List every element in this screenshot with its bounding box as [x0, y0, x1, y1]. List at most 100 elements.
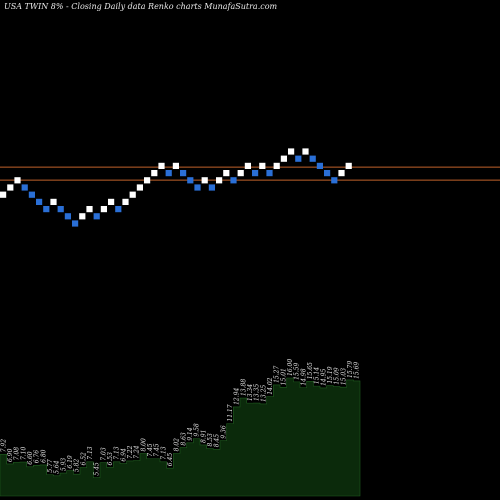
volume-area: 7.926.90 7.08 7.10 6.60 6.76 6.805.77 5.64 5.93…	[0, 359, 361, 497]
renko-brick-up	[50, 198, 57, 205]
renko-brick-up	[244, 162, 251, 169]
renko-brick-up	[273, 162, 280, 169]
renko-brick-up	[144, 177, 151, 184]
renko-brick-up	[345, 162, 352, 169]
renko-brick-down	[36, 198, 43, 205]
volume-label: 13.34	[247, 384, 254, 401]
volume-label: 7.08	[14, 447, 21, 461]
renko-brick-up	[14, 177, 21, 184]
volume-label: 7.92	[0, 439, 7, 453]
renko-brick-down	[295, 155, 302, 162]
volume-label: 8.91	[200, 430, 207, 443]
renko-brick-down	[28, 191, 35, 198]
volume-label: 8.45	[214, 434, 221, 448]
volume-label: 13.35	[254, 384, 261, 401]
renko-brick-down	[64, 213, 71, 220]
volume-label: 15.14	[314, 367, 321, 384]
renko-brick-down	[180, 170, 187, 177]
volume-fill	[0, 377, 361, 497]
renko-brick-up	[129, 191, 136, 198]
volume-label: 13.88	[240, 379, 247, 396]
renko-brick-down	[187, 177, 194, 184]
renko-brick-down	[165, 170, 172, 177]
volume-label: 15.59	[294, 363, 301, 380]
renko-brick-up	[7, 184, 14, 191]
renko-brick-up	[302, 148, 309, 155]
volume-label: 15.79	[347, 361, 354, 378]
renko-brick-up	[288, 148, 295, 155]
volume-label: 6.19	[67, 455, 74, 469]
volume-label: 8.53	[207, 433, 214, 447]
volume-label: 7.22	[127, 445, 134, 459]
renko-brick-down	[266, 170, 273, 177]
renko-brick-down	[316, 162, 323, 169]
volume-label: 9.58	[194, 423, 201, 437]
volume-label: 5.45	[94, 462, 101, 476]
volume-label: 15.09	[334, 367, 341, 384]
volume-label: 5.93	[60, 458, 67, 472]
volume-label: 16.00	[287, 359, 294, 376]
volume-label: 13.25	[260, 385, 267, 402]
volume-label: 7.45	[154, 443, 161, 457]
renko-brick-down	[72, 220, 79, 227]
volume-label: 7.03	[100, 447, 107, 461]
renko-brick-down	[194, 184, 201, 191]
renko-brick-down	[230, 177, 237, 184]
renko-brick-up	[172, 162, 179, 169]
volume-label: 15.01	[280, 368, 287, 385]
volume-label: 14.95	[320, 369, 327, 386]
renko-brick-down	[208, 184, 215, 191]
volume-label: 8.63	[180, 432, 187, 446]
renko-brick-up	[151, 170, 158, 177]
renko-brick-down	[324, 170, 331, 177]
volume-label: 9.36	[220, 425, 227, 439]
volume-label: 6.53	[107, 452, 114, 466]
renko-brick-down	[115, 206, 122, 213]
renko-brick-up	[86, 206, 93, 213]
renko-brick-down	[331, 177, 338, 184]
volume-label: 7.24	[134, 445, 141, 459]
volume-label: 7.45	[147, 443, 154, 457]
volume-label: 15.65	[307, 362, 314, 379]
renko-brick-up	[223, 170, 230, 177]
volume-label: 6.90	[7, 448, 14, 462]
renko-brick-down	[57, 206, 64, 213]
volume-label: 6.45	[167, 453, 174, 467]
volume-label: 6.80	[40, 449, 47, 463]
volume-label: 6.94	[120, 448, 127, 462]
volume-label: 6.60	[27, 451, 34, 465]
renko-brick-up	[201, 177, 208, 184]
renko-brick-down	[43, 206, 50, 213]
volume-label: 15.03	[340, 368, 347, 385]
volume-label: 8.02	[174, 438, 181, 452]
renko-brick-up	[338, 170, 345, 177]
reference-lines	[0, 166, 500, 181]
volume-label: 12.94	[234, 388, 241, 405]
volume-label: 9.14	[187, 427, 194, 441]
renko-brick-up	[122, 198, 129, 205]
volume-label: 7.13	[160, 446, 167, 460]
renko-brick-up	[280, 155, 287, 162]
volume-label: 7.10	[20, 447, 27, 461]
renko-brick-down	[21, 184, 28, 191]
renko-brick-up	[158, 162, 165, 169]
renko-brick-up	[108, 198, 115, 205]
volume-label: 5.82	[74, 459, 81, 473]
renko-brick-up	[79, 213, 86, 220]
volume-label: 7.13	[114, 446, 121, 460]
volume-label: 14.02	[267, 377, 274, 394]
renko-brick-up	[136, 184, 143, 191]
volume-label: 15.27	[274, 366, 281, 383]
renko-brick-up	[259, 162, 266, 169]
renko-brick-up	[237, 170, 244, 177]
volume-label: 11.17	[227, 404, 234, 421]
renko-brick-down	[252, 170, 259, 177]
renko-bricks	[0, 148, 352, 227]
volume-label: 6.52	[80, 452, 87, 466]
volume-label: 7.13	[87, 446, 94, 460]
volume-label: 15.69	[354, 362, 361, 379]
renko-brick-up	[100, 206, 107, 213]
renko-brick-up	[0, 191, 7, 198]
renko-brick-down	[309, 155, 316, 162]
